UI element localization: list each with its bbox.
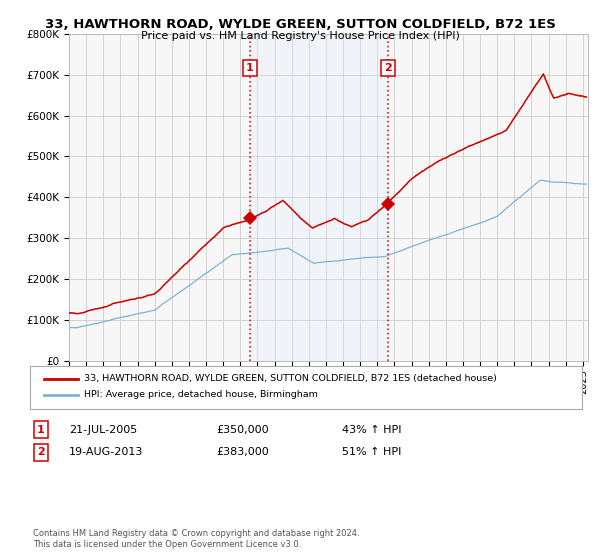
Text: 2: 2 <box>384 63 392 73</box>
Bar <box>250 34 388 361</box>
Text: Contains HM Land Registry data © Crown copyright and database right 2024.: Contains HM Land Registry data © Crown c… <box>33 529 359 538</box>
Text: 19-AUG-2013: 19-AUG-2013 <box>69 447 143 458</box>
Text: 51% ↑ HPI: 51% ↑ HPI <box>342 447 401 458</box>
Text: 2: 2 <box>37 447 44 458</box>
Text: 1: 1 <box>37 424 44 435</box>
Text: £383,000: £383,000 <box>216 447 269 458</box>
Text: 33, HAWTHORN ROAD, WYLDE GREEN, SUTTON COLDFIELD, B72 1ES (detached house): 33, HAWTHORN ROAD, WYLDE GREEN, SUTTON C… <box>84 375 497 384</box>
Text: 1: 1 <box>245 63 253 73</box>
Text: Price paid vs. HM Land Registry's House Price Index (HPI): Price paid vs. HM Land Registry's House … <box>140 31 460 41</box>
Text: HPI: Average price, detached house, Birmingham: HPI: Average price, detached house, Birm… <box>84 390 318 399</box>
Text: 21-JUL-2005: 21-JUL-2005 <box>69 424 137 435</box>
Text: 43% ↑ HPI: 43% ↑ HPI <box>342 424 401 435</box>
Text: £350,000: £350,000 <box>216 424 269 435</box>
Text: This data is licensed under the Open Government Licence v3.0.: This data is licensed under the Open Gov… <box>33 540 301 549</box>
Text: 33, HAWTHORN ROAD, WYLDE GREEN, SUTTON COLDFIELD, B72 1ES: 33, HAWTHORN ROAD, WYLDE GREEN, SUTTON C… <box>44 18 556 31</box>
